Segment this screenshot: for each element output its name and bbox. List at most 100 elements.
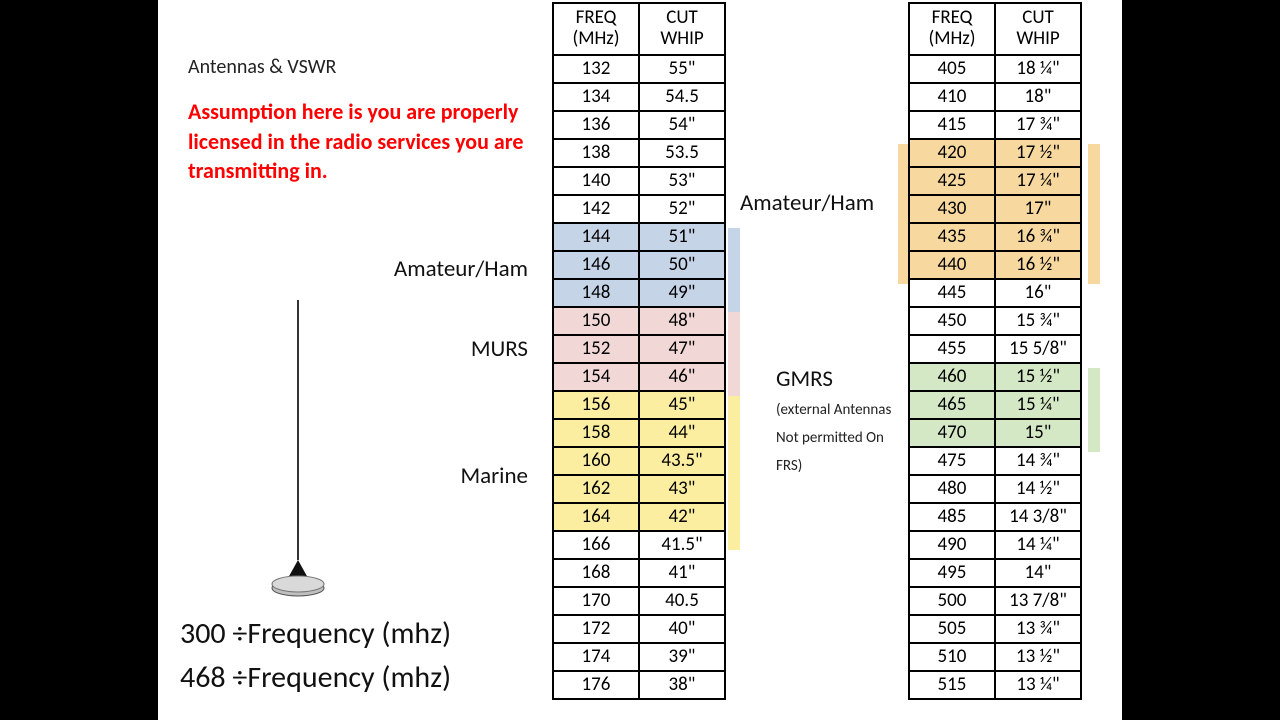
cell-cut: 49"	[639, 279, 725, 307]
cell-freq: 505	[909, 615, 995, 643]
cell-freq: 465	[909, 391, 995, 419]
table-row: 15247"	[553, 335, 725, 363]
cell-cut: 40.5	[639, 587, 725, 615]
formula-1: 300 ÷Frequency (mhz)	[180, 612, 451, 656]
cell-freq: 460	[909, 363, 995, 391]
header-cut: CUTWHIP	[639, 3, 725, 55]
cell-cut: 15 5/8"	[995, 335, 1081, 363]
cell-cut: 54.5	[639, 83, 725, 111]
cell-freq: 140	[553, 167, 639, 195]
cell-cut: 50"	[639, 251, 725, 279]
cell-cut: 43"	[639, 475, 725, 503]
table-row: 46015 ½"	[909, 363, 1081, 391]
hl-bar-orange-r	[1088, 144, 1100, 284]
hl-bar-orange-l	[898, 144, 908, 284]
table-row: 15446"	[553, 363, 725, 391]
antenna-icon	[258, 300, 338, 600]
left-column: Antennas & VSWR Assumption here is you a…	[188, 55, 558, 186]
cell-freq: 490	[909, 531, 995, 559]
cell-cut: 40"	[639, 615, 725, 643]
cell-freq: 485	[909, 503, 995, 531]
cell-cut: 39"	[639, 643, 725, 671]
cell-cut: 15 ½"	[995, 363, 1081, 391]
cell-cut: 41.5"	[639, 531, 725, 559]
table-row: 14849"	[553, 279, 725, 307]
table-row: 44016 ½"	[909, 251, 1081, 279]
cell-cut: 13 7/8"	[995, 587, 1081, 615]
cell-freq: 455	[909, 335, 995, 363]
cell-freq: 515	[909, 671, 995, 699]
table-row: 15844"	[553, 419, 725, 447]
cell-cut: 18"	[995, 83, 1081, 111]
label-gmrs: GMRS (external Antennas Not permitted On…	[776, 365, 906, 477]
cell-cut: 38"	[639, 671, 725, 699]
cell-freq: 172	[553, 615, 639, 643]
cell-cut: 42"	[639, 503, 725, 531]
table-row: 41018"	[909, 83, 1081, 111]
cell-cut: 43.5"	[639, 447, 725, 475]
cell-cut: 16 ¾"	[995, 223, 1081, 251]
cell-freq: 475	[909, 447, 995, 475]
table-row: 51013 ½"	[909, 643, 1081, 671]
cell-cut: 54"	[639, 111, 725, 139]
cell-freq: 138	[553, 139, 639, 167]
table-row: 40518 ¼"	[909, 55, 1081, 83]
hl-bar-yellow	[728, 396, 740, 550]
table-row: 13654"	[553, 111, 725, 139]
formula-2: 468 ÷Frequency (mhz)	[180, 656, 451, 700]
label-amateur-vhf: Amateur/Ham	[378, 255, 528, 283]
cell-cut: 14 ¾"	[995, 447, 1081, 475]
table-row: 42517 ¼"	[909, 167, 1081, 195]
label-gmrs-sub: (external Antennas Not permitted On FRS)	[776, 401, 891, 475]
cell-freq: 148	[553, 279, 639, 307]
cell-cut: 16 ½"	[995, 251, 1081, 279]
cell-freq: 134	[553, 83, 639, 111]
table-row: 14252"	[553, 195, 725, 223]
label-murs: MURS	[378, 335, 528, 363]
cell-cut: 18 ¼"	[995, 55, 1081, 83]
table-row: 48014 ½"	[909, 475, 1081, 503]
cell-cut: 17 ½"	[995, 139, 1081, 167]
cell-freq: 510	[909, 643, 995, 671]
cell-freq: 162	[553, 475, 639, 503]
table-row: 17240"	[553, 615, 725, 643]
table-row: 41517 ¾"	[909, 111, 1081, 139]
cell-freq: 500	[909, 587, 995, 615]
table-row: 46515 ¼"	[909, 391, 1081, 419]
license-warning: Assumption here is you are properly lice…	[188, 97, 558, 186]
table-row: 43516 ¾"	[909, 223, 1081, 251]
table-row: 16043.5"	[553, 447, 725, 475]
cell-freq: 142	[553, 195, 639, 223]
cell-freq: 480	[909, 475, 995, 503]
cell-cut: 52"	[639, 195, 725, 223]
header-freq: FREQ(MHz)	[553, 3, 639, 55]
table-row: 49014 ¼"	[909, 531, 1081, 559]
cell-freq: 435	[909, 223, 995, 251]
cell-cut: 15"	[995, 419, 1081, 447]
table-row: 48514 3/8"	[909, 503, 1081, 531]
cell-cut: 17 ¾"	[995, 111, 1081, 139]
cell-cut: 14 ¼"	[995, 531, 1081, 559]
cell-freq: 445	[909, 279, 995, 307]
cell-cut: 15 ¼"	[995, 391, 1081, 419]
table-row: 16641.5"	[553, 531, 725, 559]
table-row: 14650"	[553, 251, 725, 279]
cell-cut: 16"	[995, 279, 1081, 307]
cell-freq: 410	[909, 83, 995, 111]
header-freq: FREQ(MHz)	[909, 3, 995, 55]
cell-freq: 154	[553, 363, 639, 391]
cell-cut: 13 ½"	[995, 643, 1081, 671]
table-row: 14451"	[553, 223, 725, 251]
cell-cut: 17 ¼"	[995, 167, 1081, 195]
table-row: 17439"	[553, 643, 725, 671]
formula-block: 300 ÷Frequency (mhz) 468 ÷Frequency (mhz…	[180, 612, 451, 699]
cell-cut: 53"	[639, 167, 725, 195]
cell-cut: 53.5	[639, 139, 725, 167]
table-row: 47514 ¾"	[909, 447, 1081, 475]
table-row: 50013 7/8"	[909, 587, 1081, 615]
cell-cut: 14 3/8"	[995, 503, 1081, 531]
table-row: 13853.5	[553, 139, 725, 167]
label-marine: Marine	[378, 462, 528, 490]
table-row: 13255"	[553, 55, 725, 83]
page: Antennas & VSWR Assumption here is you a…	[158, 0, 1122, 720]
